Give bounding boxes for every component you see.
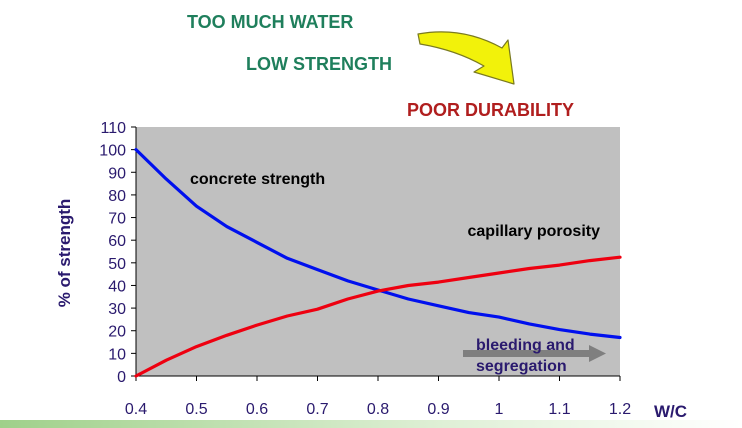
x-tick-label: 0.7 xyxy=(306,401,328,418)
y-tick-label: 90 xyxy=(108,165,126,182)
series-label-capillary-porosity: capillary porosity xyxy=(468,223,601,240)
plot-area xyxy=(136,127,620,376)
y-tick-label: 10 xyxy=(108,346,126,363)
annotation-arrow-head xyxy=(589,345,606,362)
y-tick-label: 100 xyxy=(99,143,126,160)
x-tick-label: 0.8 xyxy=(367,401,389,418)
annotation-arrow-shaft xyxy=(463,350,589,357)
x-tick-label: 0.5 xyxy=(185,401,207,418)
series-label-concrete-strength: concrete strength xyxy=(190,171,325,188)
y-tick-label: 30 xyxy=(108,301,126,318)
y-tick-label: 110 xyxy=(100,120,126,137)
y-tick-label: 80 xyxy=(108,188,126,205)
x-tick-label: 0.9 xyxy=(427,401,449,418)
x-tick-label: 1.1 xyxy=(548,401,570,418)
x-tick-label: 1.2 xyxy=(609,401,631,418)
y-tick-label: 70 xyxy=(108,211,126,228)
annotation-label-line: bleeding and xyxy=(476,337,575,354)
y-axis-label: % of strength xyxy=(55,199,74,308)
footer-stripe xyxy=(0,420,742,428)
x-axis-label: W/C xyxy=(654,402,687,421)
y-tick-label: 60 xyxy=(108,233,126,250)
annotation-label-line: segregation xyxy=(476,358,567,375)
heading-low-strength: LOW STRENGTH xyxy=(246,54,392,74)
heading-poor-durability: POOR DURABILITY xyxy=(407,100,575,120)
x-tick-label: 0.4 xyxy=(125,401,147,418)
y-tick-label: 0 xyxy=(117,369,126,386)
x-tick-label: 1 xyxy=(495,401,504,418)
curved-arrow-icon xyxy=(417,31,515,85)
series-line-capillary-porosity xyxy=(134,255,622,378)
y-tick-label: 40 xyxy=(108,278,126,295)
x-tick-label: 0.6 xyxy=(246,401,268,418)
y-tick-label: 20 xyxy=(108,324,126,341)
heading-too-much-water: TOO MUCH WATER xyxy=(187,12,354,32)
y-tick-label: 50 xyxy=(108,256,126,273)
